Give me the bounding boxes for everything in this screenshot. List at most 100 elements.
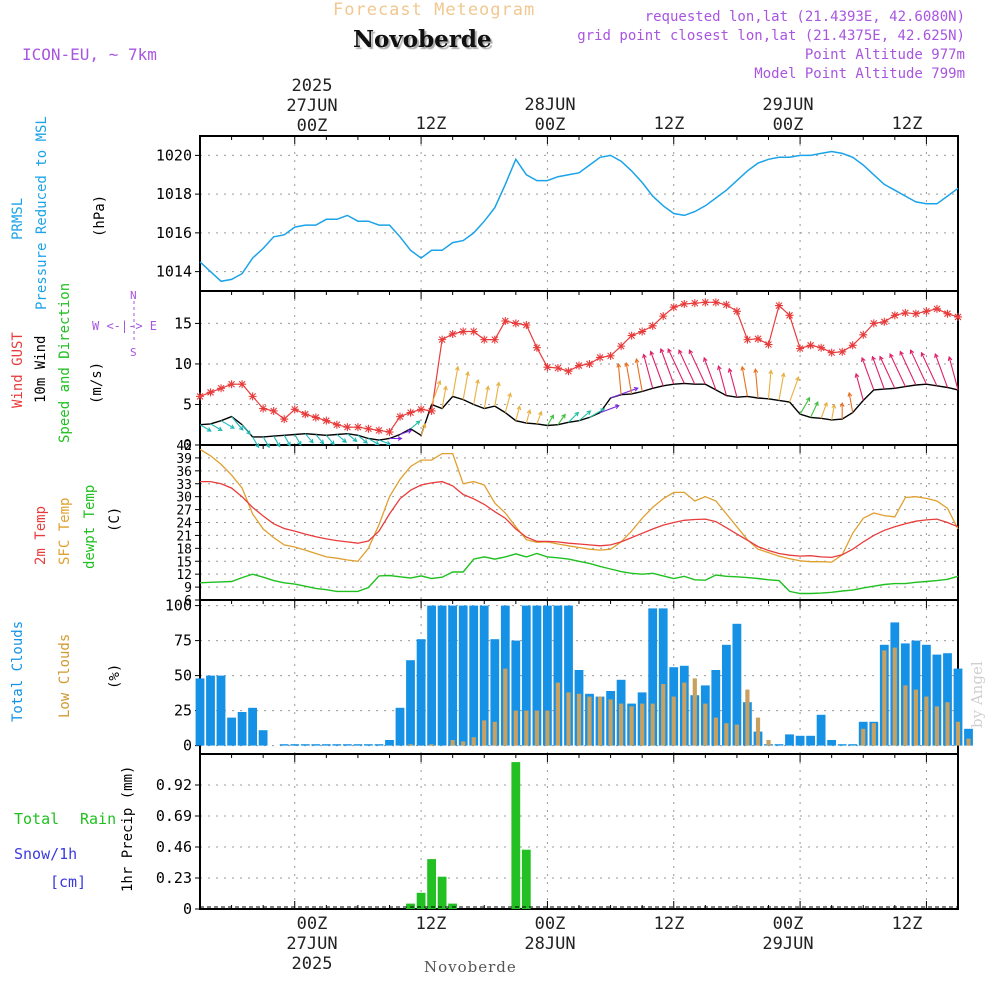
gust-marker [448,329,457,338]
gust-marker [332,420,341,429]
gust-marker [290,405,299,414]
y-tick-label-temperature: 30 [176,491,192,506]
wind-direction-arrow [494,381,501,407]
total-cloud-bar [427,605,436,746]
total-cloud-bar [258,730,268,746]
low-cloud-bar [513,710,518,746]
wind-direction-arrow [273,435,281,448]
total-cloud-bar [290,744,300,746]
total-cloud-bar [564,605,573,746]
wind-direction-arrow [220,420,235,429]
gust-marker [217,384,226,393]
low-cloud-bar [555,682,560,746]
gust-marker [438,335,447,344]
bottom-time-label-4: 12Z [653,914,685,934]
wind-direction-arrow [473,378,480,405]
low-cloud-bar [482,720,487,746]
wind-direction-arrow [616,362,622,395]
gust-marker [490,335,499,344]
total-cloud-bar [448,605,457,746]
low-cloud-bar [913,689,918,746]
y-tick-label-temperature: 33 [176,478,192,493]
low-cloud-bar [661,684,666,746]
low-cloud-bar [524,710,529,746]
sfc-temp-line [199,448,959,563]
rain-bar [416,892,426,909]
gust-marker [374,426,383,435]
gust-marker [238,380,247,389]
low-cloud-bar [640,703,645,746]
wind-direction-arrow [727,367,738,398]
y-tick-label-precip: 0.23 [156,869,192,887]
y-tick-label-wind: 10 [174,355,192,373]
y-tick-label-temperature: 6 [184,594,192,609]
total-cloud-bar [364,744,373,746]
gust-marker [501,316,510,325]
wind-direction-arrow [789,376,800,403]
wind-direction-arrow [847,391,854,413]
rain-bar [427,859,436,909]
rain-bar [521,849,531,909]
low-cloud-bar [682,682,687,746]
total-cloud-bar [437,605,447,746]
total-cloud-bar [848,744,858,746]
total-cloud-bar [953,668,963,746]
wind-direction-arrow [659,347,675,385]
y-tick-label-precip: 0.92 [156,776,192,794]
gust-marker [553,364,562,372]
low-cloud-bar [492,721,497,746]
gust-marker [396,412,405,421]
low-cloud-bar [766,740,771,746]
gust-marker [596,353,605,362]
gust-marker [680,299,689,308]
y-tick-label-precip: 0.46 [156,838,192,856]
meteogram-title: Forecast Meteogram [333,0,536,20]
compass-n: N [130,289,137,302]
y-tick-label-pressure: 1020 [156,146,192,164]
gust-marker [869,319,878,328]
y-tick-label-temperature: 42 [176,439,192,454]
gust-marker [901,308,910,317]
wind-direction-arrow [325,434,335,446]
wind-direction-arrow [703,356,717,391]
y-tick-label-temperature: 24 [176,517,192,532]
total-cloud-bar [490,639,500,746]
total-cloud-bar [795,735,805,746]
rain-bar [511,762,521,909]
total-cloud-bar [521,605,531,746]
total-cloud-bar [279,744,289,746]
wind-direction-arrow [934,353,949,388]
gust-marker [785,311,794,320]
wind-direction-arrow [368,438,380,446]
low-cloud-bar [450,740,455,746]
low-cloud-bar [745,689,750,746]
gridpoint-coords: grid point closest lon,lat (21.4375E, 42… [577,28,965,44]
rain-bar [437,876,447,909]
gust-marker [911,309,920,318]
wind-direction-arrow [210,423,223,431]
total-cloud-bar [395,707,405,746]
gust-marker [796,344,805,353]
gust-marker [690,299,699,308]
gust-marker [859,330,868,339]
total-cloud-bar [311,744,321,746]
total-cloud-bar [732,623,742,746]
gust-marker [606,351,615,360]
total-cloud-bar [458,605,468,746]
gust-marker [585,359,594,368]
gust-marker [259,404,268,413]
wind-direction-arrow [231,416,244,431]
wind-direction-arrow [642,353,654,389]
precip-cm-label: [cm] [50,873,87,891]
wind-direction-arrow [410,420,421,430]
top-time-label-1: 2025 27JUN 00Z [286,76,338,136]
panel-frame-precip [199,753,959,910]
gust-marker [954,312,962,321]
wind-direction-arrow [778,372,786,401]
rain-bar [448,903,457,909]
top-time-label-6: 12Z [891,114,923,134]
gust-marker [406,408,415,417]
y-tick-label-temperature: 21 [176,529,192,544]
precip-snow-label: Snow/1h [14,845,78,863]
total-cloud-bar [479,605,489,746]
